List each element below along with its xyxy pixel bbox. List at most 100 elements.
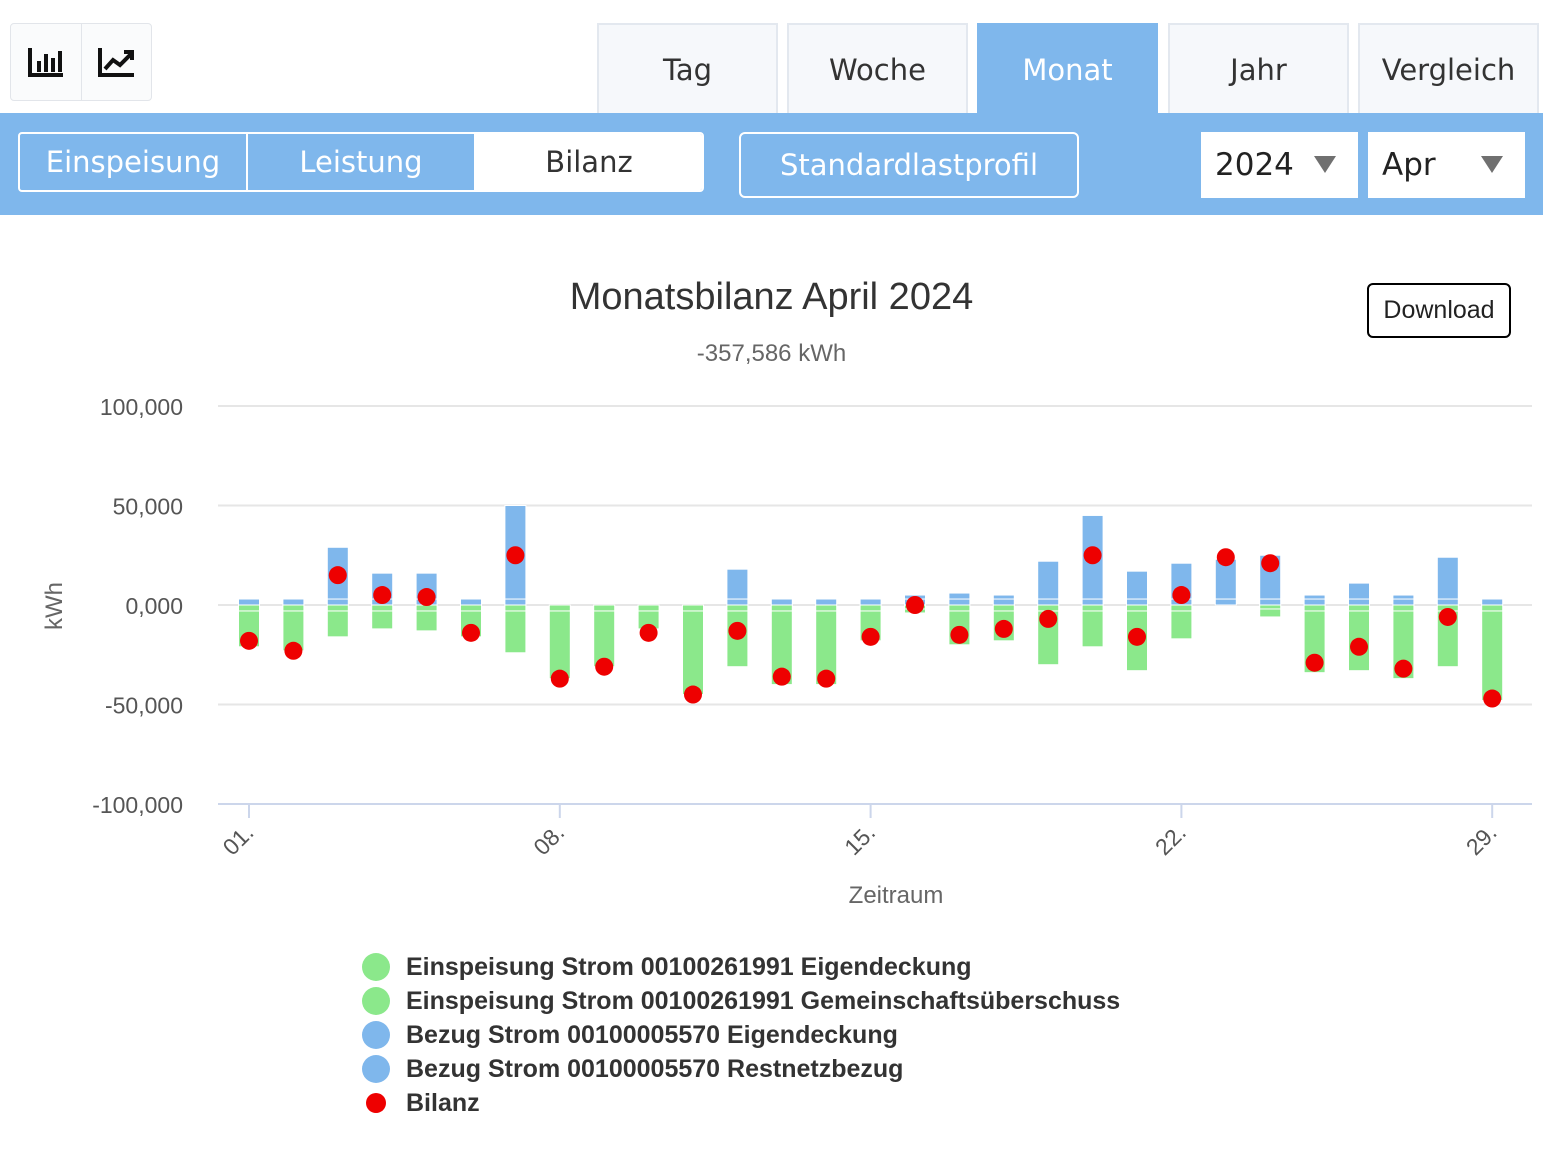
bar-segment[interactable] bbox=[460, 598, 482, 606]
balance-point[interactable] bbox=[772, 667, 791, 686]
bar-segment[interactable] bbox=[815, 598, 838, 606]
bar-segment[interactable] bbox=[1214, 598, 1237, 606]
bar-segment[interactable] bbox=[1392, 604, 1415, 612]
bar-segment[interactable] bbox=[282, 604, 305, 612]
tab-bilanz[interactable]: Bilanz bbox=[474, 134, 702, 190]
balance-point[interactable] bbox=[906, 596, 924, 614]
bar-segment[interactable] bbox=[948, 604, 971, 612]
bar-segment[interactable] bbox=[1259, 604, 1282, 610]
bar-segment[interactable] bbox=[1303, 604, 1326, 612]
bar-segment[interactable] bbox=[326, 604, 349, 612]
balance-point[interactable] bbox=[1039, 609, 1058, 628]
bar-segment[interactable] bbox=[1081, 610, 1104, 648]
bar-segment[interactable] bbox=[504, 598, 527, 606]
bar-segment[interactable] bbox=[682, 604, 704, 612]
bar-segment[interactable] bbox=[992, 598, 1015, 606]
balance-point[interactable] bbox=[994, 619, 1013, 638]
tab-leistung[interactable]: Leistung bbox=[246, 134, 474, 190]
bar-segment[interactable] bbox=[1170, 604, 1193, 612]
bar-segment[interactable] bbox=[1170, 610, 1193, 640]
balance-point[interactable] bbox=[1483, 689, 1502, 708]
year-select[interactable]: 2024 bbox=[1201, 132, 1358, 198]
bar-segment[interactable] bbox=[992, 604, 1015, 612]
balance-point[interactable] bbox=[1305, 653, 1324, 672]
bar-segment[interactable] bbox=[992, 594, 1015, 600]
balance-point[interactable] bbox=[462, 623, 480, 642]
bar-segment[interactable] bbox=[726, 598, 749, 606]
balance-point[interactable] bbox=[550, 669, 569, 688]
bar-segment[interactable] bbox=[1348, 598, 1370, 606]
bar-segment[interactable] bbox=[504, 610, 527, 654]
bar-segment[interactable] bbox=[1259, 608, 1282, 618]
bar-segment[interactable] bbox=[1348, 604, 1370, 612]
bar-segment[interactable] bbox=[815, 604, 838, 612]
bar-segment[interactable] bbox=[1126, 598, 1148, 606]
bar-segment[interactable] bbox=[282, 598, 305, 606]
balance-point[interactable] bbox=[595, 657, 614, 676]
bar-segment[interactable] bbox=[1037, 598, 1060, 606]
bar-segment[interactable] bbox=[548, 604, 571, 612]
bar-segment[interactable] bbox=[1392, 594, 1415, 600]
bar-segment[interactable] bbox=[1392, 598, 1415, 606]
bar-segment[interactable] bbox=[1303, 594, 1326, 600]
bar-segment[interactable] bbox=[1481, 610, 1504, 702]
balance-point[interactable] bbox=[328, 566, 347, 585]
balance-point[interactable] bbox=[1394, 659, 1413, 678]
bar-segment[interactable] bbox=[1126, 604, 1148, 612]
bar-chart-button[interactable] bbox=[11, 24, 81, 100]
bar-segment[interactable] bbox=[859, 604, 882, 612]
balance-point[interactable] bbox=[1172, 586, 1191, 605]
tab-tag[interactable]: Tag bbox=[597, 23, 778, 115]
bar-segment[interactable] bbox=[948, 592, 971, 600]
standardlastprofil-button[interactable]: Standardlastprofil bbox=[739, 132, 1079, 198]
bar-segment[interactable] bbox=[726, 604, 749, 612]
bar-segment[interactable] bbox=[238, 604, 260, 612]
bar-segment[interactable] bbox=[1081, 598, 1104, 606]
bar-segment[interactable] bbox=[1259, 598, 1282, 606]
bar-segment[interactable] bbox=[593, 604, 616, 612]
balance-point[interactable] bbox=[1083, 546, 1102, 565]
balance-point[interactable] bbox=[817, 669, 836, 688]
bar-segment[interactable] bbox=[371, 604, 394, 612]
bar-segment[interactable] bbox=[726, 568, 749, 600]
month-select[interactable]: Apr bbox=[1368, 132, 1525, 198]
line-chart-button[interactable] bbox=[81, 24, 151, 100]
balance-point[interactable] bbox=[373, 586, 392, 605]
bar-segment[interactable] bbox=[1436, 598, 1459, 606]
bar-segment[interactable] bbox=[637, 604, 660, 612]
tab-vergleich[interactable]: Vergleich bbox=[1358, 23, 1539, 115]
bar-segment[interactable] bbox=[460, 604, 482, 612]
bar-segment[interactable] bbox=[1481, 598, 1504, 606]
legend-item[interactable]: Einspeisung Strom 00100261991 Gemeinscha… bbox=[362, 984, 1120, 1018]
balance-point[interactable] bbox=[417, 588, 436, 607]
bar-segment[interactable] bbox=[948, 598, 971, 606]
bar-segment[interactable] bbox=[326, 598, 349, 606]
bar-segment[interactable] bbox=[1481, 604, 1504, 612]
bar-segment[interactable] bbox=[1081, 604, 1104, 612]
bar-segment[interactable] bbox=[1126, 570, 1148, 600]
balance-point[interactable] bbox=[284, 641, 303, 660]
bar-segment[interactable] bbox=[1436, 556, 1459, 600]
balance-point[interactable] bbox=[684, 685, 702, 704]
bar-segment[interactable] bbox=[770, 598, 793, 606]
bar-segment[interactable] bbox=[1348, 582, 1370, 600]
balance-point[interactable] bbox=[861, 627, 880, 646]
bar-segment[interactable] bbox=[504, 604, 527, 612]
bar-segment[interactable] bbox=[859, 598, 882, 606]
bar-segment[interactable] bbox=[548, 610, 571, 680]
tab-einspeisung[interactable]: Einspeisung bbox=[45, 145, 221, 179]
tab-jahr[interactable]: Jahr bbox=[1168, 23, 1349, 115]
balance-point[interactable] bbox=[1350, 637, 1368, 656]
bar-segment[interactable] bbox=[1037, 560, 1060, 600]
balance-point[interactable] bbox=[950, 625, 969, 644]
bar-segment[interactable] bbox=[326, 610, 349, 638]
balance-point[interactable] bbox=[1261, 554, 1280, 573]
balance-point[interactable] bbox=[240, 631, 258, 650]
bar-segment[interactable] bbox=[770, 604, 793, 612]
legend-item[interactable]: Bezug Strom 00100005570 Restnetzbezug bbox=[362, 1052, 1120, 1086]
download-button[interactable]: Download bbox=[1367, 283, 1511, 338]
legend-item[interactable]: Einspeisung Strom 00100261991 Eigendecku… bbox=[362, 950, 1120, 984]
bar-segment[interactable] bbox=[1303, 598, 1326, 606]
balance-point[interactable] bbox=[1128, 627, 1146, 646]
legend-item[interactable]: Bezug Strom 00100005570 Eigendeckung bbox=[362, 1018, 1120, 1052]
